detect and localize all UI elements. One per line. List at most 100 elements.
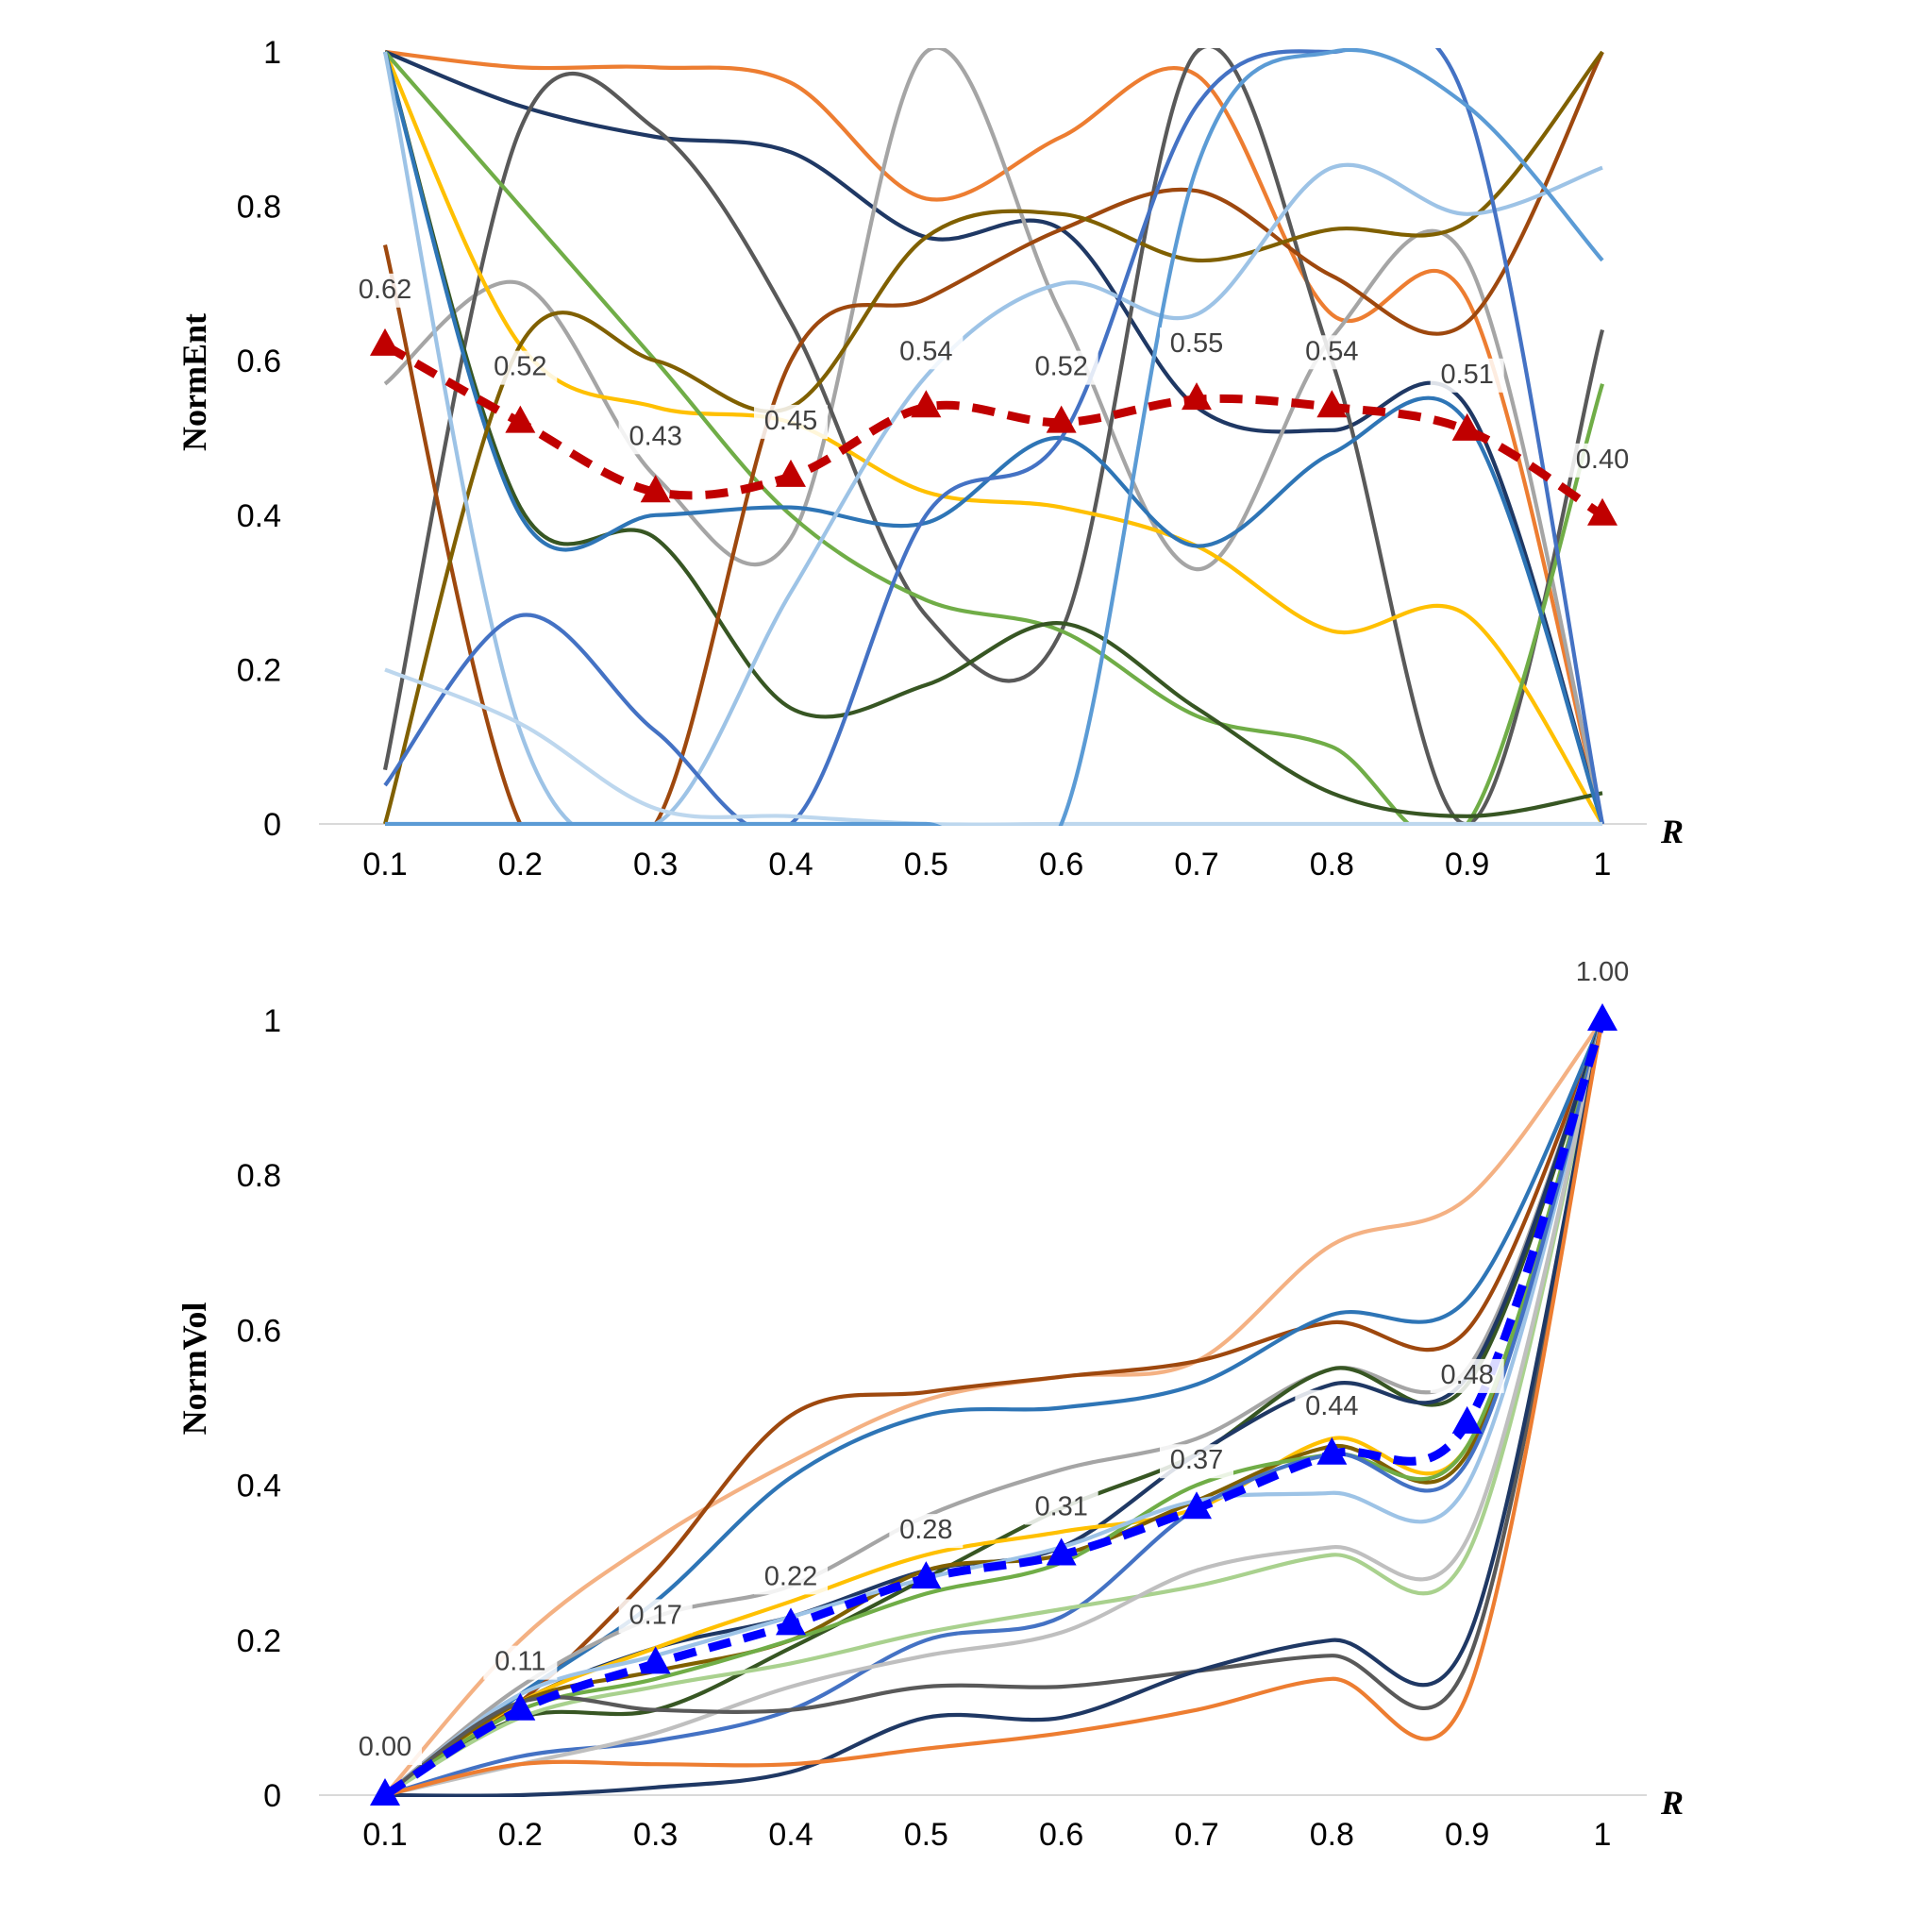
data-label: 0.45	[764, 406, 817, 436]
data-label: 0.00	[359, 1732, 411, 1762]
series-line-12	[383, 48, 1605, 826]
y-tick-label: 1	[263, 1003, 281, 1039]
series-line-14	[385, 48, 1604, 826]
data-label: 1.00	[1576, 957, 1629, 987]
average-marker	[1046, 405, 1077, 433]
x-tick-label: 0.4	[768, 847, 813, 882]
x-tick-label: 0.7	[1174, 1817, 1218, 1853]
data-label: 0.48	[1440, 1360, 1493, 1390]
series-line-2	[384, 50, 1604, 825]
x-tick-label: 0.9	[1445, 1817, 1489, 1853]
average-marker	[1587, 1003, 1618, 1031]
x-tick-label: 0.2	[498, 1817, 543, 1853]
series-line-5	[383, 51, 1604, 826]
data-label: 0.52	[494, 352, 546, 382]
series-line-4	[382, 48, 1605, 826]
x-tick-label: 1	[1594, 847, 1612, 882]
data-label-bg	[1024, 350, 1098, 385]
x-tick-label: 0.3	[633, 847, 678, 882]
average-line	[382, 341, 1605, 519]
average-marker	[640, 475, 671, 503]
average-marker	[776, 459, 806, 487]
series-line-10	[382, 50, 1604, 825]
average-marker	[911, 1561, 942, 1589]
y-axis-title: NormVol	[176, 1302, 213, 1436]
average-marker	[776, 1607, 806, 1636]
x-tick-label: 0.1	[362, 1817, 407, 1853]
x-tick-label: 0.9	[1445, 847, 1489, 882]
x-tick-label: 0.5	[904, 1817, 948, 1853]
data-label-bg	[1566, 956, 1639, 990]
average-marker	[640, 1646, 671, 1674]
data-label: 0.51	[1440, 360, 1493, 390]
y-tick-label: 0.2	[237, 1623, 281, 1659]
data-label: 0.28	[899, 1515, 952, 1545]
y-tick-label: 0.4	[237, 1469, 281, 1504]
average-marker	[1587, 497, 1618, 526]
data-label: 0.54	[1305, 336, 1358, 366]
series-line-13	[384, 1019, 1605, 1797]
data-label: 0.22	[764, 1561, 817, 1591]
data-label: 0.37	[1170, 1445, 1223, 1475]
data-label-bg	[889, 1514, 964, 1549]
data-label: 0.54	[899, 336, 952, 366]
average-marker	[1451, 412, 1483, 441]
data-label: 0.11	[495, 1647, 545, 1677]
x-axis-title: R	[1660, 1784, 1684, 1822]
data-label-bg	[754, 1560, 828, 1595]
average-marker	[1182, 1491, 1212, 1520]
series-group	[382, 48, 1605, 826]
series-line-16	[384, 1019, 1605, 1797]
data-label: 0.44	[1305, 1391, 1358, 1421]
data-label-bg	[1566, 443, 1639, 478]
average-marker	[911, 390, 942, 418]
y-tick-label: 0.2	[237, 652, 281, 688]
x-tick-label: 1	[1594, 1817, 1612, 1853]
x-tick-label: 0.3	[633, 1817, 678, 1853]
data-label-bg	[1295, 1389, 1369, 1424]
y-tick-label: 0.4	[237, 498, 281, 534]
x-tick-label: 0.5	[904, 847, 948, 882]
data-label: 0.52	[1034, 352, 1087, 382]
data-label: 0.62	[359, 275, 411, 305]
data-label-bg	[618, 1599, 693, 1634]
average-marker	[370, 328, 400, 356]
series-line-12	[383, 1019, 1605, 1797]
x-tick-label: 0.2	[498, 847, 543, 882]
data-label: 0.43	[629, 421, 681, 451]
series-line-3	[383, 48, 1605, 825]
series-line-2	[383, 1019, 1604, 1797]
data-label-bg	[1160, 1444, 1233, 1479]
chart-panel-entropy: 0 0.2 0.4 0.6 0.8 1 0.1 0.2 0.3 0.4 0.5 0.6 0.7 0.8 0.…	[176, 35, 1684, 882]
data-label-bg	[1024, 1490, 1098, 1525]
series-line-13	[384, 667, 1602, 826]
data-label-bg	[1430, 358, 1504, 393]
data-label-bg	[754, 404, 828, 439]
average-marker	[1182, 382, 1212, 411]
data-label-bg	[483, 1645, 558, 1680]
chart-panel-volume: 0 0.2 0.4 0.6 0.8 1 0.1 0.2 0.3 0.4 0.5 0.6 0.7 0.8 0.…	[176, 956, 1684, 1853]
x-tick-label: 0.6	[1039, 847, 1083, 882]
series-line-14	[383, 1019, 1605, 1797]
average-marker	[1316, 390, 1348, 418]
series-line-7	[382, 51, 1603, 818]
average-marker	[1046, 1537, 1077, 1566]
data-label: 0.17	[629, 1600, 681, 1630]
data-label-bg	[1430, 1358, 1504, 1393]
data-label: 0.40	[1576, 445, 1629, 475]
data-label-bg	[483, 350, 558, 385]
x-tick-label: 0.8	[1310, 1817, 1354, 1853]
data-label-bg	[1160, 328, 1233, 362]
x-axis-title: R	[1660, 813, 1684, 850]
average-marker	[370, 1778, 400, 1806]
series-line-8	[382, 51, 1604, 825]
y-tick-label: 0.6	[237, 1313, 281, 1349]
y-tick-label: 0	[263, 1778, 281, 1814]
average-marker	[1316, 1436, 1348, 1465]
average-marker	[505, 1692, 536, 1721]
series-line-15	[384, 1019, 1605, 1797]
data-label-bg	[1295, 335, 1369, 370]
x-tick-label: 0.6	[1039, 1817, 1083, 1853]
